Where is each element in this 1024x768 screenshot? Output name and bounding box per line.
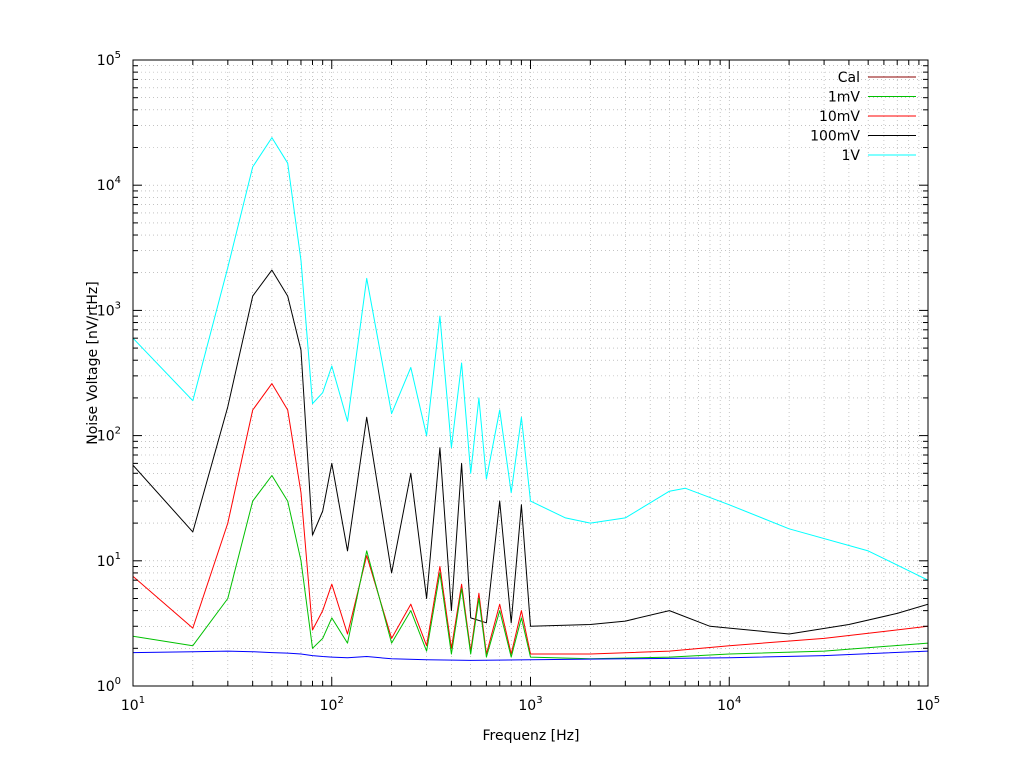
- y-tick-label: 103: [97, 300, 121, 319]
- x-axis-title: Frequenz [Hz]: [483, 728, 580, 744]
- grid: [133, 60, 928, 686]
- y-tick-label: 101: [97, 551, 121, 570]
- series-line-100mv: [133, 269, 928, 635]
- legend-label: Cal: [838, 70, 860, 86]
- y-tick-label: 102: [97, 426, 121, 445]
- legend-label: 1mV: [828, 90, 861, 106]
- x-tick-label: 101: [121, 695, 145, 714]
- y-tick-label: 104: [97, 175, 121, 194]
- legend: Cal 1mV 10mV 100mV 1V: [810, 70, 916, 164]
- legend-label: 100mV: [810, 129, 860, 145]
- x-tick-label: 105: [916, 695, 940, 714]
- y-tick-label: 100: [97, 676, 121, 695]
- x-tick-label: 103: [518, 695, 542, 714]
- legend-label: 1V: [842, 148, 861, 164]
- y-tick-label: 105: [97, 50, 121, 69]
- series-layer: [133, 137, 928, 661]
- x-tick-label: 104: [717, 695, 741, 714]
- series-line-1mv: [133, 475, 928, 660]
- legend-label: 10mV: [819, 109, 860, 125]
- x-tick-label: 102: [320, 695, 344, 714]
- series-line-10mv: [133, 383, 928, 655]
- series-line-cal: [133, 650, 928, 661]
- y-axis-title: Noise Voltage [nV/rtHz]: [85, 281, 101, 444]
- series-line-1v: [133, 137, 928, 581]
